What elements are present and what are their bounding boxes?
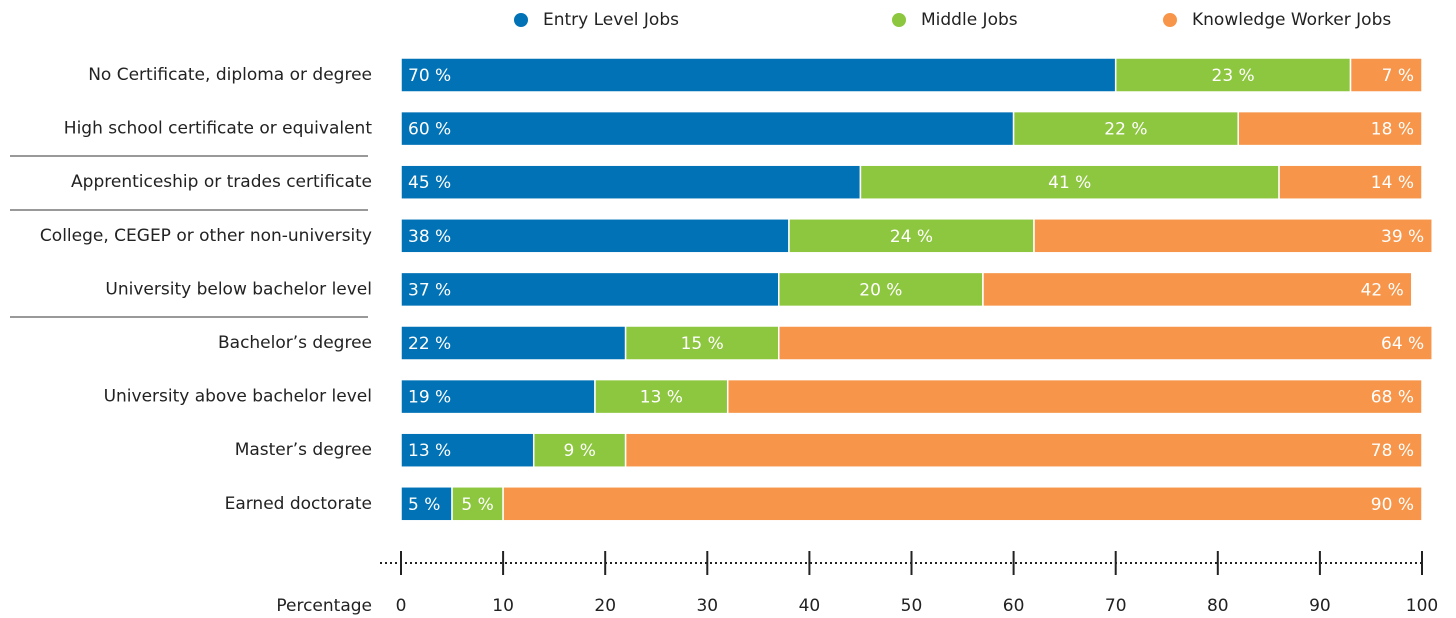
bar-segment xyxy=(1237,110,1423,147)
bar-segment xyxy=(400,432,535,468)
bar-segment xyxy=(400,486,453,522)
bar-segment xyxy=(400,218,790,254)
bar-segment xyxy=(502,486,1423,522)
data-label: 42 % xyxy=(1361,280,1404,300)
data-label: 22 % xyxy=(408,334,451,354)
category-label: Earned doctorate xyxy=(225,494,372,514)
legend-label: Middle Jobs xyxy=(921,10,1018,30)
category-label: Bachelor’s degree xyxy=(218,333,372,353)
bar-segment xyxy=(624,325,780,361)
x-tick-label: 50 xyxy=(901,596,923,616)
bar-segment xyxy=(726,378,1423,415)
bar-segment xyxy=(982,271,1413,308)
x-axis-label: Percentage xyxy=(276,596,372,616)
bar-segment xyxy=(788,218,1035,254)
category-label: No Certificate, diploma or degree xyxy=(88,65,372,85)
bar-segment xyxy=(1114,57,1352,93)
x-tick-label: 40 xyxy=(799,596,821,616)
bar-segment xyxy=(1033,218,1433,254)
bar-segment xyxy=(400,325,627,361)
data-label: 5 % xyxy=(461,495,493,515)
legend-marker xyxy=(892,13,906,27)
bar-segment xyxy=(1012,110,1239,147)
bar-segment xyxy=(532,432,627,468)
category-label: High school certificate or equivalent xyxy=(64,119,373,139)
data-label: 22 % xyxy=(1104,120,1147,140)
data-label: 13 % xyxy=(640,388,683,408)
x-tick-label: 30 xyxy=(696,596,718,616)
bar-segment xyxy=(400,164,862,200)
x-tick-label: 70 xyxy=(1105,596,1127,616)
bar-segment xyxy=(400,110,1015,147)
bar-segment xyxy=(778,325,1433,361)
data-label: 20 % xyxy=(859,280,902,300)
data-label: 13 % xyxy=(408,441,451,461)
data-label: 45 % xyxy=(408,173,451,193)
category-label: University above bachelor level xyxy=(104,387,372,407)
category-label: Apprenticeship or trades certificate xyxy=(71,172,372,192)
data-label: 23 % xyxy=(1212,66,1255,86)
data-label: 18 % xyxy=(1371,120,1414,140)
bar-segment xyxy=(624,432,1423,468)
data-label: 70 % xyxy=(408,66,451,86)
data-label: 15 % xyxy=(681,334,724,354)
bar-segment xyxy=(400,57,1117,93)
bar-segment xyxy=(859,164,1280,200)
data-label: 60 % xyxy=(408,120,451,140)
legend-label: Entry Level Jobs xyxy=(543,10,679,30)
data-label: 68 % xyxy=(1371,388,1414,408)
data-label: 41 % xyxy=(1048,173,1091,193)
legend-label: Knowledge Worker Jobs xyxy=(1192,10,1391,30)
data-label: 7 % xyxy=(1382,66,1414,86)
data-label: 37 % xyxy=(408,280,451,300)
data-label: 64 % xyxy=(1381,334,1424,354)
bar-segment xyxy=(778,271,984,308)
legend-marker xyxy=(514,13,528,27)
data-label: 5 % xyxy=(408,495,440,515)
x-tick-label: 80 xyxy=(1207,596,1229,616)
bar-segment xyxy=(1349,57,1423,93)
data-label: 39 % xyxy=(1381,227,1424,247)
bar-segment xyxy=(400,271,780,308)
x-tick-label: 60 xyxy=(1003,596,1025,616)
category-label: College, CEGEP or other non-university xyxy=(40,226,372,246)
data-label: 78 % xyxy=(1371,441,1414,461)
data-label: 19 % xyxy=(408,388,451,408)
bar-segment xyxy=(451,486,504,522)
data-label: 14 % xyxy=(1371,173,1414,193)
legend-marker xyxy=(1163,13,1177,27)
data-label: 90 % xyxy=(1371,495,1414,515)
x-tick-label: 20 xyxy=(594,596,616,616)
bar-segment xyxy=(594,378,729,415)
x-tick-label: 90 xyxy=(1309,596,1331,616)
data-label: 9 % xyxy=(563,441,595,461)
category-label: University below bachelor level xyxy=(105,279,372,299)
data-label: 38 % xyxy=(408,227,451,247)
x-tick-label: 10 xyxy=(492,596,514,616)
x-tick-label: 100 xyxy=(1406,596,1438,616)
data-label: 24 % xyxy=(890,227,933,247)
x-tick-label: 0 xyxy=(396,596,407,616)
bar-segment xyxy=(400,378,596,415)
bar-segment xyxy=(1278,164,1423,200)
category-label: Master’s degree xyxy=(235,440,372,460)
